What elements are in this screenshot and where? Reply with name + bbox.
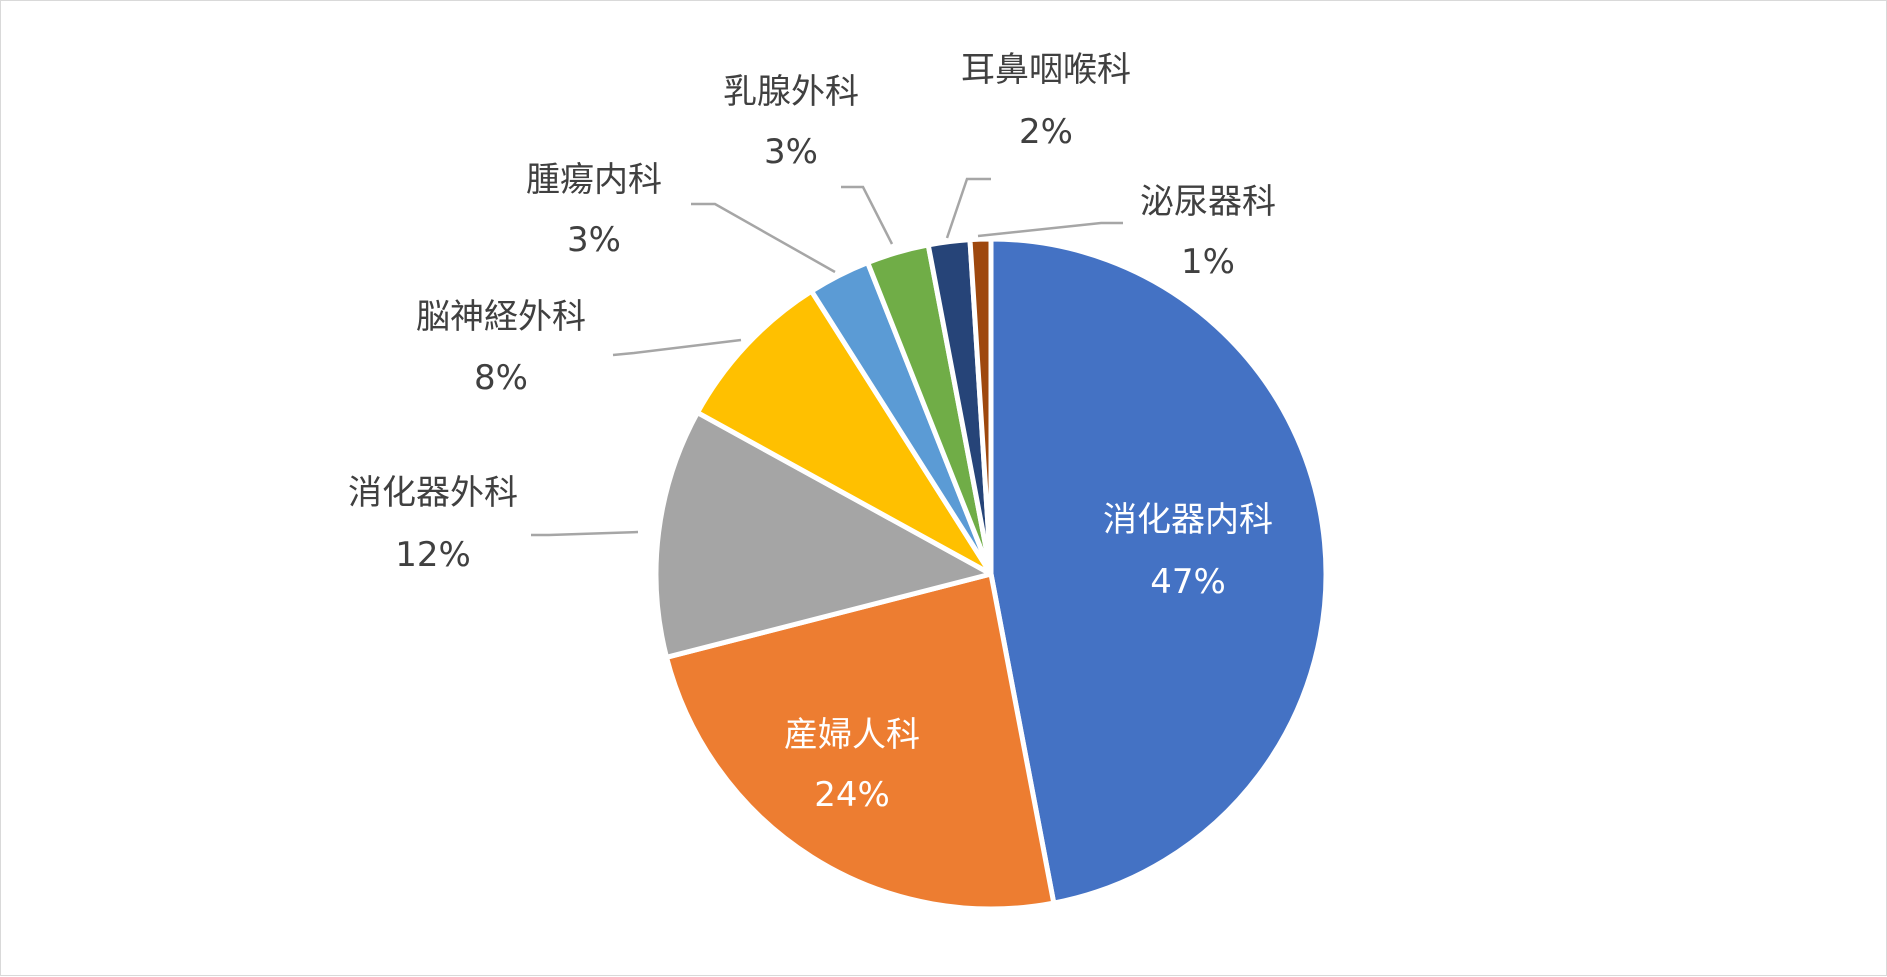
slice-category-label: 脳神経外科 xyxy=(416,297,586,337)
pie-slice-2 xyxy=(664,571,1057,912)
pie-slice-1 xyxy=(988,236,1329,906)
slice-category-label: 産婦人科 xyxy=(784,715,920,755)
slice-percent-label: 2% xyxy=(1019,112,1073,152)
leader-lines xyxy=(531,177,1123,537)
leader-line-5 xyxy=(691,202,836,274)
slice-percent-label: 47% xyxy=(1150,562,1226,602)
slice-percent-label: 3% xyxy=(567,220,621,260)
slice-percent-label: 12% xyxy=(395,535,471,575)
pie-slice-3 xyxy=(653,410,994,660)
slice-category-label: 耳鼻咽喉科 xyxy=(961,50,1131,90)
leader-line-6 xyxy=(841,185,894,245)
slice-percent-label: 1% xyxy=(1181,242,1235,282)
pie-slices xyxy=(653,236,1329,912)
leader-line-4 xyxy=(612,338,742,357)
slice-category-label: 腫瘍内科 xyxy=(526,160,662,200)
leader-line-3 xyxy=(531,530,639,537)
slice-category-label: 泌尿器科 xyxy=(1140,182,1276,222)
leader-line-8 xyxy=(977,221,1123,238)
slice-category-label: 消化器外科 xyxy=(348,473,518,513)
pie-slice-4 xyxy=(694,288,994,577)
slice-percent-label: 24% xyxy=(814,775,890,815)
pie-slice-8 xyxy=(967,236,994,577)
data-labels: 消化器内科 47% 産婦人科 24% 消化器外科 12% 脳神経外科 8% 腫瘍内科 3% 乳腺外科… xyxy=(348,50,1276,815)
leader-line-7 xyxy=(945,177,991,239)
slice-category-label: 乳腺外科 xyxy=(723,72,859,112)
slice-category-label: 消化器内科 xyxy=(1103,500,1273,540)
slice-percent-label: 8% xyxy=(474,358,528,398)
slice-percent-label: 3% xyxy=(764,132,818,172)
